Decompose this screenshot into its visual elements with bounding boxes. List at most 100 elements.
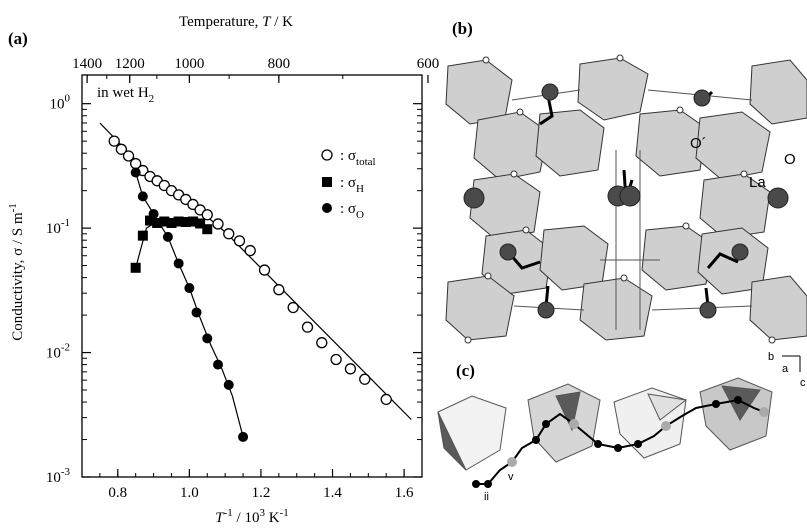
label-o: O bbox=[784, 151, 796, 168]
vertex-atom bbox=[464, 336, 472, 344]
octahedron bbox=[695, 111, 771, 181]
top-tick-label: 800 bbox=[268, 56, 291, 72]
condition-note: in wet H2 bbox=[97, 85, 154, 105]
tetrahedron-face-light bbox=[647, 393, 688, 421]
marker-o bbox=[173, 258, 184, 269]
marker-total bbox=[258, 264, 271, 276]
marker-o bbox=[191, 307, 202, 318]
top-tick-label: 600 bbox=[417, 56, 440, 72]
marker-h bbox=[130, 262, 141, 273]
marker-h bbox=[145, 215, 155, 226]
marker-o bbox=[137, 191, 148, 202]
label-o-prime: O´ bbox=[690, 135, 707, 152]
top-tick-label: 1200 bbox=[115, 56, 145, 72]
octahedron bbox=[749, 275, 807, 341]
legend-entry-h: : σH bbox=[322, 175, 364, 195]
legend: : σtotal : σH : σO bbox=[321, 148, 376, 221]
svg-text:Temperature, T / K: Temperature, T / K bbox=[179, 14, 293, 30]
marker-h bbox=[166, 217, 177, 228]
oxygen-atom bbox=[731, 243, 749, 261]
vertex-atom bbox=[616, 54, 624, 62]
y-tick-label: 10-2 bbox=[46, 342, 70, 362]
vertex-atom bbox=[482, 56, 490, 64]
marker-total bbox=[233, 235, 246, 247]
lanthanum-atom bbox=[463, 187, 485, 209]
legend-marker-h bbox=[322, 177, 332, 187]
y-axis-title: Conductivity, σ / S m-1 bbox=[7, 203, 26, 341]
legend-label-o: : σO bbox=[340, 201, 364, 221]
marker-h bbox=[187, 216, 198, 227]
legend-entry-total: : σtotal bbox=[321, 148, 376, 168]
site-label-ii: ii bbox=[484, 491, 489, 503]
top-axis-title: Temperature, T / K bbox=[179, 14, 293, 30]
marker-total bbox=[212, 218, 224, 230]
marker-total bbox=[122, 150, 135, 162]
legend-marker-o bbox=[322, 203, 332, 213]
bond bbox=[508, 253, 541, 270]
vertex-atom bbox=[768, 336, 776, 344]
vertex-atom bbox=[516, 108, 524, 116]
octahedron bbox=[749, 59, 807, 125]
top-tick-label: 1000 bbox=[174, 56, 204, 72]
path-atom-grey bbox=[759, 407, 769, 417]
marker-total bbox=[273, 284, 285, 296]
x-tick-label: 0.8 bbox=[108, 485, 127, 501]
lanthanum-atom bbox=[619, 185, 641, 207]
tetrahedron-face-dark bbox=[437, 411, 467, 471]
path-atom bbox=[712, 400, 720, 408]
top-axis-ticks: 1400 1200 1000 800 600 bbox=[72, 56, 439, 83]
vertex-atom bbox=[522, 226, 530, 234]
marker-total bbox=[344, 363, 357, 375]
marker-total bbox=[380, 393, 392, 406]
oxygen-atom bbox=[699, 301, 717, 319]
path-atom-grey bbox=[569, 419, 579, 429]
data-markers bbox=[108, 135, 392, 442]
path-atom bbox=[472, 480, 480, 488]
top-tick-label: 1400 bbox=[72, 56, 102, 72]
vertex-atom bbox=[740, 170, 748, 178]
legend-label-total: : σtotal bbox=[340, 148, 376, 168]
path-atom bbox=[484, 480, 492, 488]
path-atom-grey bbox=[507, 457, 517, 467]
marker-o bbox=[202, 333, 213, 344]
site-label-v: v bbox=[508, 471, 514, 483]
y-tick-label: 10-1 bbox=[46, 217, 70, 237]
legend-entry-o: : σO bbox=[322, 201, 364, 221]
path-atom bbox=[594, 440, 602, 448]
y-tick-label: 10-3 bbox=[46, 466, 71, 486]
bond bbox=[706, 252, 739, 269]
legend-label-h: : σH bbox=[340, 175, 364, 195]
x-tick-label: 1.0 bbox=[180, 485, 199, 501]
x-tick-label: 1.6 bbox=[395, 485, 414, 501]
marker-h bbox=[202, 224, 213, 235]
marker-o bbox=[130, 167, 141, 178]
marker-h bbox=[137, 230, 148, 241]
x-tick-label: 1.4 bbox=[323, 485, 342, 501]
oxygen-atom bbox=[541, 83, 559, 101]
lanthanum-atom bbox=[767, 187, 789, 209]
panel-c-label: (c) bbox=[456, 361, 475, 380]
path-atom bbox=[734, 396, 742, 404]
marker-total bbox=[301, 321, 314, 333]
plot-frame bbox=[81, 74, 423, 478]
marker-total bbox=[115, 143, 128, 155]
conduction-path-illustration: b a c ii v bbox=[437, 351, 806, 503]
marker-total bbox=[316, 337, 328, 349]
path-atom bbox=[532, 436, 540, 444]
vertex-atom bbox=[620, 274, 628, 282]
octahedron bbox=[535, 109, 605, 177]
marker-o bbox=[184, 283, 195, 294]
oxygen-atom bbox=[537, 301, 555, 319]
marker-h bbox=[152, 217, 163, 228]
path-atom-grey bbox=[661, 421, 671, 431]
marker-total bbox=[359, 373, 371, 385]
marker-o bbox=[213, 359, 223, 370]
vertex-atom bbox=[510, 170, 518, 178]
y-tick-label: 100 bbox=[50, 93, 71, 113]
x-axis-ticks: 0.8 1.0 1.2 1.4 1.6 bbox=[81, 469, 423, 501]
vertex-atom bbox=[484, 272, 492, 280]
path-atom bbox=[614, 444, 622, 452]
marker-o bbox=[238, 431, 249, 442]
marker-o bbox=[223, 379, 234, 390]
